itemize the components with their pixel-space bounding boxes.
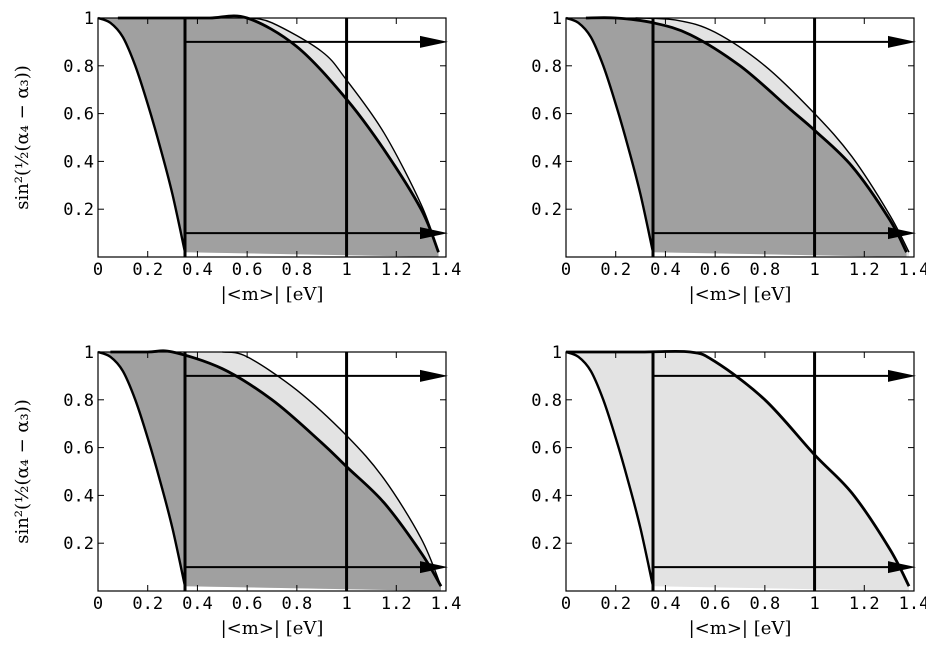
y-tick-label: 0.6 [531, 105, 562, 125]
x-tick-label: 0 [561, 594, 571, 614]
x-tick-label: 1 [809, 594, 819, 614]
y-tick-label: 0.4 [63, 486, 94, 506]
x-tick-label: 1.4 [899, 260, 926, 280]
y-tick-label: 0.8 [63, 391, 94, 411]
arrow-head [420, 561, 448, 574]
x-tick-label: 1 [341, 260, 351, 280]
x-tick-label: 0.2 [132, 260, 163, 280]
x-axis-label: |<m>| [eV] [689, 618, 792, 639]
x-tick-label: 0 [561, 260, 571, 280]
dark-region [566, 17, 907, 258]
x-tick-label: 0.6 [232, 260, 263, 280]
x-tick-label: 0.8 [749, 594, 780, 614]
arrow-head [888, 561, 916, 574]
y-tick-label: 0.8 [531, 57, 562, 77]
plot-frame [565, 351, 915, 592]
y-tick-label: 1 [552, 343, 562, 363]
chart-panel-2: 0 0.2 0.4 0.6 0.8 1 1.2 1.4 0.2 0.4 0.6 0.8 1 |<m>| [… [531, 9, 926, 305]
light-region [566, 351, 909, 591]
x-tick-label: 1.2 [381, 594, 412, 614]
y-tick-label: 0.4 [531, 486, 562, 506]
y-axis-label: sin²(½(α₄ − α₃)) [12, 399, 33, 544]
y-tick-label: 0.8 [63, 57, 94, 77]
y-tick-label: 1 [84, 343, 94, 363]
x-tick-label: 1 [809, 260, 819, 280]
x-axis-label: |<m>| [eV] [689, 284, 792, 305]
y-tick-label: 0.6 [531, 439, 562, 459]
x-tick-label: 1.4 [431, 260, 462, 280]
y-tick-label: 0.4 [63, 152, 94, 172]
x-tick-label: 0.8 [281, 260, 312, 280]
y-tick-label: 1 [552, 9, 562, 29]
x-tick-label: 0.2 [132, 594, 163, 614]
chart-panel-1: 0 0.2 0.4 0.6 0.8 1 1.2 1.4 0.2 0.4 0.6 0.8 1 |<m>| [… [12, 9, 461, 305]
x-tick-label: 0.4 [650, 594, 681, 614]
arrow-head [420, 227, 448, 240]
arrow-head [888, 35, 916, 48]
x-tick-label: 0 [93, 594, 103, 614]
x-tick-label: 0.6 [232, 594, 263, 614]
x-tick-label: 0.8 [281, 594, 312, 614]
lower-boundary-curve [97, 350, 187, 587]
x-tick-label: 0.2 [600, 260, 631, 280]
y-tick-label: 0.6 [63, 439, 94, 459]
x-tick-label: 0.8 [749, 260, 780, 280]
arrow-head [888, 227, 916, 240]
arrow-head [420, 35, 448, 48]
y-axis-label: sin²(½(α₄ − α₃)) [12, 65, 33, 210]
arrow-head [888, 369, 916, 382]
x-tick-label: 0.4 [650, 260, 681, 280]
y-tick-label: 0.2 [63, 200, 94, 220]
y-tick-label: 0.2 [531, 200, 562, 220]
x-axis-label: |<m>| [eV] [221, 618, 324, 639]
y-tick-label: 0.8 [531, 391, 562, 411]
arrow-head [420, 369, 448, 382]
y-tick-label: 0.2 [63, 534, 94, 554]
x-tick-label: 1.2 [849, 594, 880, 614]
dark-boundary-curve [110, 349, 443, 587]
lower-boundary-curve [97, 16, 187, 253]
x-tick-label: 1.4 [899, 594, 926, 614]
y-tick-label: 0.2 [531, 534, 562, 554]
x-tick-label: 1.4 [431, 594, 462, 614]
light-boundary-curve [635, 17, 910, 253]
dark-region [98, 15, 439, 257]
x-tick-label: 1.2 [381, 260, 412, 280]
plot-frame [97, 17, 447, 258]
x-tick-label: 0.2 [600, 594, 631, 614]
plot-frame [97, 351, 447, 592]
x-tick-label: 0.4 [182, 260, 213, 280]
dark-boundary-curve [585, 16, 908, 253]
plot-frame [565, 17, 915, 258]
x-tick-label: 1 [341, 594, 351, 614]
x-axis-label: |<m>| [eV] [221, 284, 324, 305]
x-tick-label: 0.4 [182, 594, 213, 614]
y-tick-label: 0.6 [63, 105, 94, 125]
y-tick-label: 0.4 [531, 152, 562, 172]
y-tick-label: 1 [84, 9, 94, 29]
chart-panel-3: 0 0.2 0.4 0.6 0.8 1 1.2 1.4 0.2 0.4 0.6 0.8 1 |<m>| [… [12, 343, 461, 639]
chart-panel-4: 0 0.2 0.4 0.6 0.8 1 1.2 1.4 0.2 0.4 0.6 0.8 1 |<m>| [… [531, 343, 926, 639]
x-tick-label: 1.2 [849, 260, 880, 280]
lower-boundary-curve [565, 16, 655, 253]
x-tick-label: 0.6 [700, 260, 731, 280]
lower-boundary-curve [565, 350, 655, 587]
x-tick-label: 0.6 [700, 594, 731, 614]
x-tick-label: 0 [93, 260, 103, 280]
